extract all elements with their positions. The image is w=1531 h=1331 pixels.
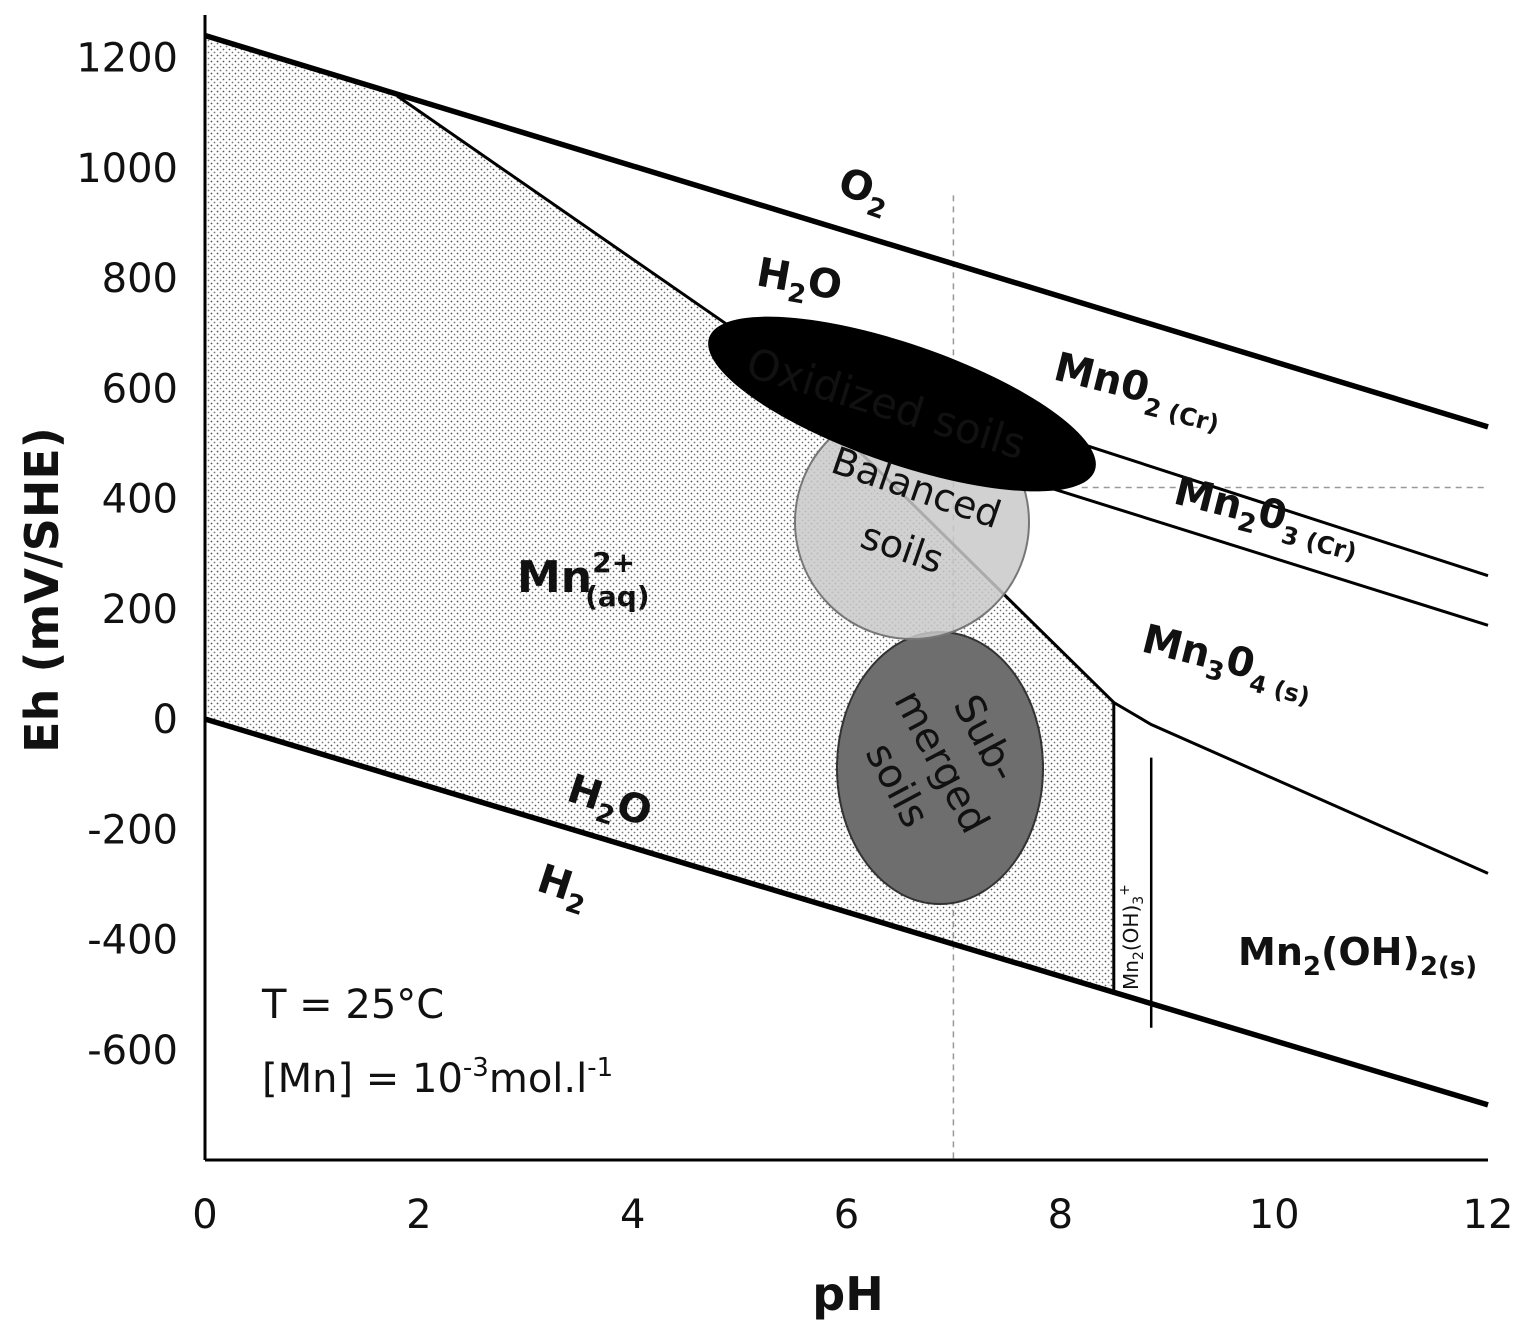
label-h2: H2	[530, 856, 595, 922]
y-tick-label: -400	[87, 918, 178, 964]
boundary-line	[396, 94, 741, 335]
water-reduction-line	[204, 716, 1489, 1108]
boundary-line	[995, 585, 1115, 704]
label-temperature: T = 25°C	[261, 982, 444, 1028]
label-mno2: Mn02 (Cr)	[1048, 344, 1229, 438]
label-mn2-oh2: Mn2(OH)2(s)	[1238, 930, 1477, 982]
y-tick-label: -200	[87, 807, 178, 853]
boundary-line	[995, 469, 1489, 627]
label-mn2o3: Mn203 (Cr)	[1168, 468, 1366, 567]
water-oxidation-line	[204, 32, 1489, 430]
x-tick-label: 0	[192, 1192, 217, 1238]
label-concentration: [Mn] = 10-3mol.l-1	[262, 1053, 613, 1102]
x-tick-label: 6	[834, 1192, 859, 1238]
x-tick-label: 2	[406, 1192, 431, 1238]
y-tick-labels: -600 -400 -200 0 200 400 600 800 1000 1200	[76, 36, 178, 1074]
label-mn3o4: Mn304 (s)	[1136, 616, 1319, 711]
y-axis-title: Eh (mV/SHE)	[15, 427, 69, 753]
label-mn2-oh3: Mn2(OH)3+	[1117, 884, 1147, 990]
y-tick-label: 1000	[76, 146, 178, 192]
x-tick-label: 8	[1048, 1192, 1073, 1238]
y-tick-label: 0	[153, 697, 178, 743]
x-tick-labels: 0 2 4 6 8 10 12	[192, 1192, 1513, 1238]
y-tick-label: 600	[102, 366, 178, 412]
label-h2o-upper: H2O	[752, 250, 845, 317]
label-mn2-aq: Mn2+ (aq)	[517, 546, 650, 613]
y-tick-label: 1200	[76, 36, 178, 82]
y-tick-label: 200	[102, 587, 178, 633]
x-axis-title: pH	[812, 1267, 883, 1321]
y-tick-label: 800	[102, 256, 178, 302]
y-tick-label: 400	[102, 477, 178, 523]
x-tick-label: 4	[620, 1192, 645, 1238]
oxidized-soils-zone	[708, 316, 1096, 492]
boundary-line	[1113, 701, 1489, 875]
x-tick-label: 12	[1463, 1192, 1514, 1238]
y-tick-label: -600	[87, 1028, 178, 1074]
x-tick-label: 10	[1249, 1192, 1300, 1238]
label-o2: O2	[830, 159, 897, 226]
